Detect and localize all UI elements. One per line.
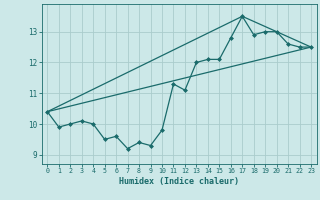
X-axis label: Humidex (Indice chaleur): Humidex (Indice chaleur): [119, 177, 239, 186]
